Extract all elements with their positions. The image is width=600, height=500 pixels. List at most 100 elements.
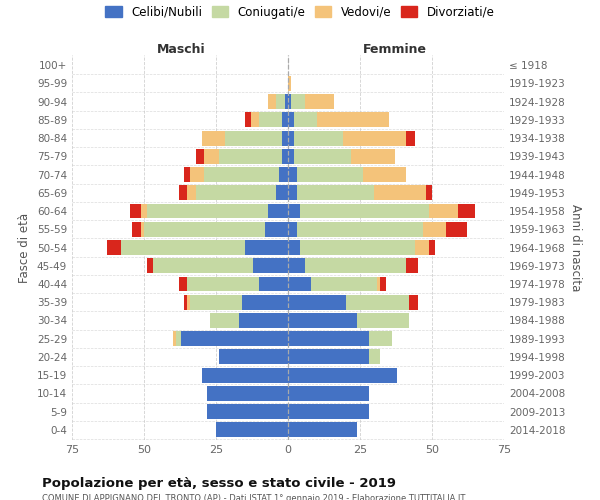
Bar: [190, 167, 205, 182]
Bar: [144, 222, 265, 236]
Bar: [141, 204, 147, 218]
Bar: [299, 240, 415, 255]
Bar: [368, 350, 380, 364]
Y-axis label: Anni di nascita: Anni di nascita: [569, 204, 582, 291]
Bar: [288, 149, 294, 164]
Bar: [294, 130, 343, 146]
Bar: [277, 94, 285, 109]
Bar: [380, 276, 386, 291]
Bar: [187, 276, 259, 291]
Bar: [288, 112, 294, 128]
Bar: [245, 240, 288, 255]
Bar: [187, 295, 190, 310]
Bar: [259, 276, 288, 291]
Bar: [288, 222, 296, 236]
Bar: [288, 386, 368, 401]
Bar: [147, 258, 152, 273]
Bar: [282, 130, 288, 146]
Text: Popolazione per età, sesso e stato civile - 2019: Popolazione per età, sesso e stato civil…: [42, 478, 396, 490]
Bar: [288, 295, 346, 310]
Bar: [415, 240, 429, 255]
Bar: [288, 240, 299, 255]
Text: Femmine: Femmine: [362, 43, 427, 56]
Bar: [458, 204, 475, 218]
Bar: [296, 222, 424, 236]
Bar: [107, 240, 121, 255]
Bar: [282, 149, 288, 164]
Bar: [176, 332, 181, 346]
Bar: [291, 94, 305, 109]
Bar: [288, 368, 397, 382]
Bar: [446, 222, 467, 236]
Bar: [181, 332, 288, 346]
Bar: [245, 112, 251, 128]
Bar: [196, 186, 277, 200]
Bar: [205, 167, 280, 182]
Y-axis label: Fasce di età: Fasce di età: [19, 212, 31, 282]
Bar: [343, 130, 406, 146]
Bar: [288, 422, 357, 438]
Bar: [288, 94, 291, 109]
Bar: [210, 313, 239, 328]
Bar: [424, 222, 446, 236]
Bar: [208, 404, 288, 419]
Bar: [130, 204, 141, 218]
Bar: [268, 204, 288, 218]
Legend: Celibi/Nubili, Coniugati/e, Vedovi/e, Divorziati/e: Celibi/Nubili, Coniugati/e, Vedovi/e, Di…: [100, 1, 500, 24]
Bar: [268, 94, 277, 109]
Bar: [288, 76, 291, 91]
Bar: [363, 167, 406, 182]
Bar: [288, 313, 357, 328]
Bar: [224, 130, 282, 146]
Bar: [305, 258, 406, 273]
Bar: [251, 112, 259, 128]
Bar: [406, 130, 415, 146]
Bar: [208, 386, 288, 401]
Bar: [121, 240, 245, 255]
Bar: [288, 350, 368, 364]
Bar: [294, 112, 317, 128]
Bar: [305, 94, 334, 109]
Bar: [190, 295, 242, 310]
Bar: [205, 149, 219, 164]
Bar: [173, 332, 176, 346]
Bar: [184, 167, 190, 182]
Bar: [288, 276, 311, 291]
Bar: [288, 204, 299, 218]
Bar: [288, 404, 368, 419]
Bar: [429, 240, 435, 255]
Bar: [346, 295, 409, 310]
Bar: [265, 222, 288, 236]
Bar: [374, 186, 426, 200]
Bar: [277, 186, 288, 200]
Bar: [152, 258, 253, 273]
Bar: [285, 94, 288, 109]
Bar: [352, 149, 395, 164]
Bar: [288, 258, 305, 273]
Bar: [202, 130, 224, 146]
Bar: [187, 186, 196, 200]
Bar: [253, 258, 288, 273]
Bar: [288, 332, 368, 346]
Bar: [288, 130, 294, 146]
Bar: [196, 149, 205, 164]
Bar: [296, 167, 363, 182]
Bar: [141, 222, 144, 236]
Bar: [147, 204, 268, 218]
Bar: [219, 350, 288, 364]
Bar: [288, 186, 296, 200]
Bar: [296, 186, 374, 200]
Bar: [133, 222, 141, 236]
Text: COMUNE DI APPIGNANO DEL TRONTO (AP) - Dati ISTAT 1° gennaio 2019 - Elaborazione : COMUNE DI APPIGNANO DEL TRONTO (AP) - Da…: [42, 494, 466, 500]
Bar: [219, 149, 282, 164]
Bar: [311, 276, 377, 291]
Bar: [242, 295, 288, 310]
Bar: [406, 258, 418, 273]
Bar: [282, 112, 288, 128]
Bar: [239, 313, 288, 328]
Bar: [280, 167, 288, 182]
Bar: [409, 295, 418, 310]
Bar: [179, 186, 187, 200]
Bar: [216, 422, 288, 438]
Bar: [317, 112, 389, 128]
